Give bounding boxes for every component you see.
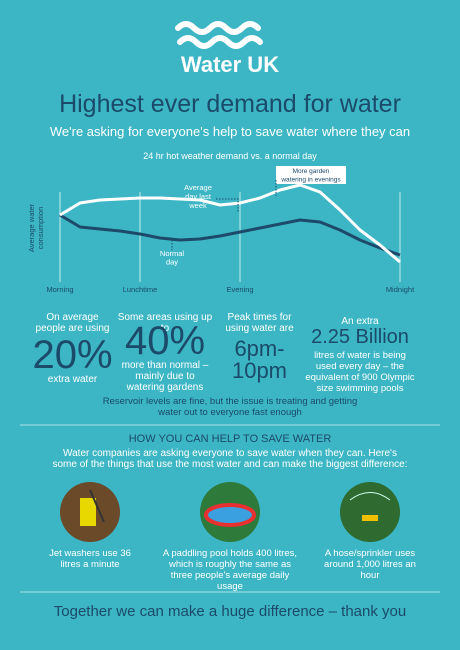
tip: Jet washers use 36 litres a minute <box>49 548 131 570</box>
series-label: Average day last week <box>184 183 212 210</box>
text-line: watering in evenings <box>280 177 341 184</box>
stat-top: Peak times for using water are <box>225 312 294 334</box>
text-line: More garden <box>293 168 330 175</box>
title: Highest ever demand for water <box>59 90 401 118</box>
stat-top: On average people are using <box>35 312 110 334</box>
text-line: day <box>166 258 178 267</box>
chart-title: 24 hr hot weather demand vs. a normal da… <box>143 151 317 161</box>
series-line <box>59 213 401 257</box>
logo-text: Water UK <box>180 52 280 77</box>
stat-bottom: litres of water is being used every day … <box>305 350 415 394</box>
x-tick-label: Midnight <box>386 285 415 294</box>
stat-big: 20% <box>32 333 113 377</box>
series-label-line: week <box>188 201 207 210</box>
tip: A paddling pool holds 400 litres, which … <box>162 548 298 592</box>
help-intro: Water companies are asking everyone to s… <box>52 448 408 470</box>
help-title: HOW YOU CAN HELP TO SAVE WATER <box>128 433 332 445</box>
stat-big: 6pm-10pm <box>231 336 288 383</box>
x-tick-label: Morning <box>46 285 73 294</box>
stat-bottom: more than normal – mainly due to waterin… <box>121 360 209 393</box>
stat-big: 2.25 Billion <box>311 326 409 348</box>
stat-top: Some areas using up to <box>117 312 213 334</box>
stat-top: An extra <box>341 316 379 327</box>
tip: A hose/sprinkler uses around 1,000 litre… <box>324 548 416 581</box>
x-tick-label: Lunchtime <box>123 285 158 294</box>
y-axis-label: Average waterconsumption <box>27 203 45 252</box>
footer: Together we can make a huge difference –… <box>53 603 407 620</box>
text-line: Normal <box>160 249 185 258</box>
series-label: Normal day <box>160 249 185 267</box>
series-line <box>59 183 401 264</box>
subtitle: We're asking for everyone's help to save… <box>49 124 411 139</box>
series-label-line: Average <box>184 183 212 192</box>
logo-waves <box>175 21 263 49</box>
stat-bottom: extra water <box>47 374 98 385</box>
note: Reservoir levels are fine, but the issue… <box>102 396 358 418</box>
annotation-box <box>276 166 346 184</box>
chart: Average waterconsumption Morning Lunchtime… <box>27 166 415 294</box>
paddling-pool-icon <box>200 482 260 542</box>
x-tick-label: Evening <box>226 285 253 294</box>
stat-big: 40% <box>124 319 206 363</box>
annotation: More garden watering in evenings <box>280 168 341 184</box>
text-line: Average water <box>27 203 36 252</box>
leader <box>216 198 239 212</box>
text-line: consumption <box>36 207 45 250</box>
series-label-line: day last <box>185 192 212 201</box>
jet-washer-icon <box>60 482 120 542</box>
sprinkler-icon <box>340 482 400 542</box>
